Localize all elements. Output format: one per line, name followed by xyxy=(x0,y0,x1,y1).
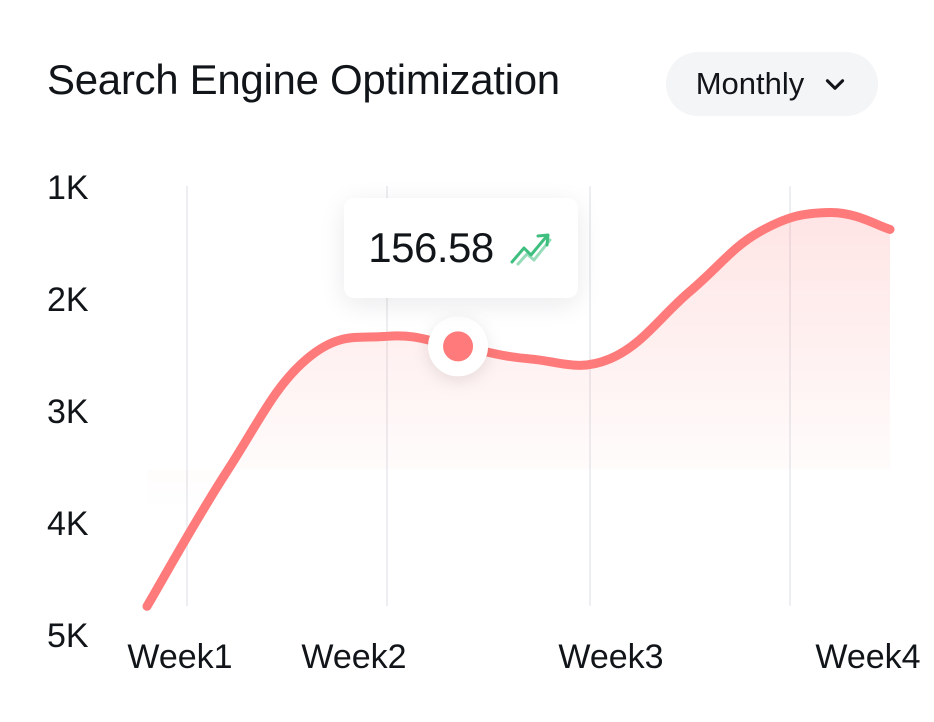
period-dropdown[interactable]: Monthly xyxy=(666,52,878,116)
period-dropdown-value: Monthly xyxy=(695,66,805,101)
x-tick-label: Week4 xyxy=(815,638,920,676)
x-tick-label: Week2 xyxy=(301,638,406,676)
series-area xyxy=(147,212,890,607)
x-tick-label: Week1 xyxy=(127,638,232,676)
trend-up-icon xyxy=(510,233,552,266)
highlight-marker-dot xyxy=(443,331,474,362)
y-tick-label: 1K xyxy=(47,169,89,207)
chevron-down-icon xyxy=(826,79,845,90)
y-tick-label: 3K xyxy=(47,393,89,431)
x-tick-label: Week3 xyxy=(558,638,663,676)
y-tick-label: 5K xyxy=(47,617,89,655)
chart-title: Search Engine Optimization xyxy=(47,56,560,103)
y-tick-label: 4K xyxy=(47,505,89,543)
value-tooltip: 156.58 xyxy=(344,198,578,298)
tooltip-value: 156.58 xyxy=(368,224,494,271)
series-line xyxy=(142,207,895,611)
y-tick-label: 2K xyxy=(47,281,89,319)
